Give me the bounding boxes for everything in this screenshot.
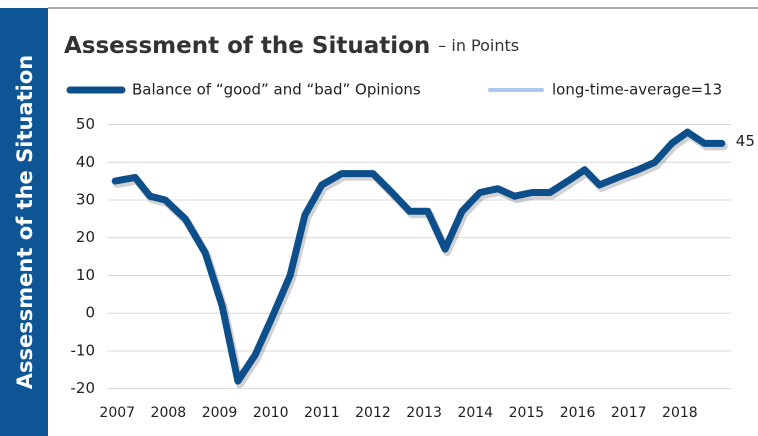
x-tick-label: 2008 [151, 405, 187, 421]
x-tick-label: 2012 [355, 405, 391, 421]
x-tick-label: 2015 [509, 405, 545, 421]
x-tick-label: 2018 [662, 405, 698, 421]
y-tick-label: -20 [71, 379, 96, 397]
x-tick-label: 2014 [457, 405, 493, 421]
x-tick-label: 2013 [406, 405, 442, 421]
y-tick-label: 50 [76, 115, 95, 133]
series-line [111, 128, 726, 385]
legend-label: Balance of “good” and “bad” Opinions [132, 81, 421, 99]
side-bar [0, 8, 48, 436]
y-tick-label: 10 [76, 266, 95, 284]
chart-subtitle: – in Points [438, 36, 519, 55]
y-tick-label: 40 [76, 153, 95, 171]
y-tick-label: 20 [76, 228, 95, 246]
x-tick-label: 2016 [560, 405, 596, 421]
title-group: Assessment of the Situation – in Points [64, 33, 519, 59]
legend-label: long-time-average=13 [552, 81, 722, 99]
y-tick-label: 0 [85, 304, 95, 322]
x-tick-label: 2017 [611, 405, 647, 421]
data-label: 45 [736, 132, 755, 150]
x-tick-label: 2011 [304, 405, 340, 421]
y-tick-label: -10 [71, 341, 96, 359]
y-tick-label: 30 [76, 191, 95, 209]
chart-title: Assessment of the Situation [64, 33, 430, 59]
side-label: Assessment of the Situation [13, 55, 37, 389]
x-tick-label: 2009 [202, 405, 238, 421]
x-tick-label: 2010 [253, 405, 289, 421]
x-tick-label: 2007 [99, 405, 135, 421]
